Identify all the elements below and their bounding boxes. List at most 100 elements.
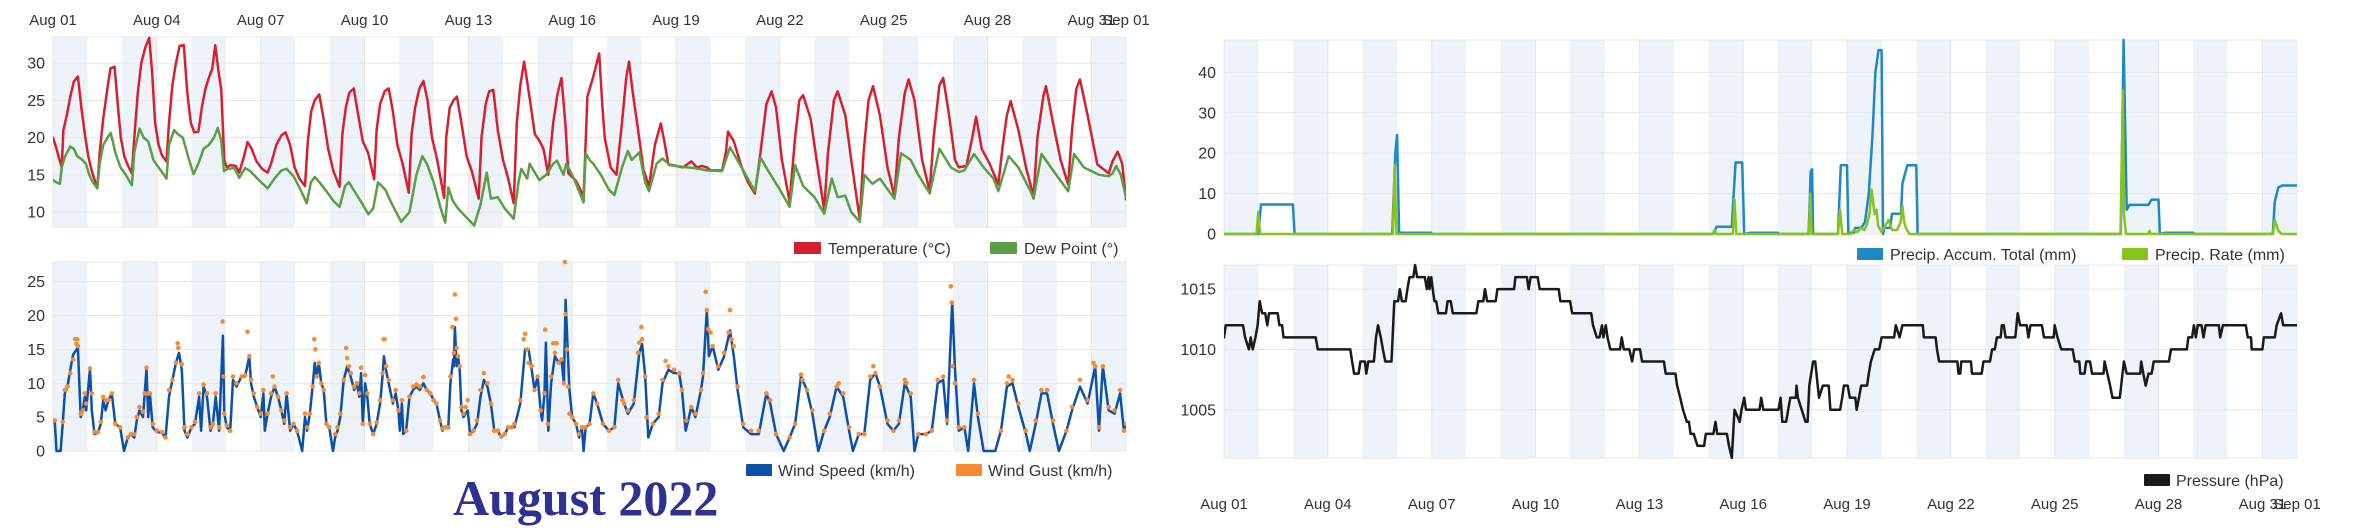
day-band: [1501, 265, 1536, 458]
legend-swatch-precip-rate: [2122, 248, 2148, 260]
wind-gust-point: [180, 362, 185, 367]
wind-gust-point: [1078, 378, 1083, 383]
day-band: [1639, 40, 1674, 234]
wind-gust-point: [84, 401, 89, 406]
wind-gust-point: [950, 364, 955, 369]
x-tick-label: Aug 04: [1304, 496, 1352, 513]
legend-label-pressure: Pressure (hPa): [2176, 473, 2284, 490]
wind-gust-point: [110, 391, 115, 396]
legend-swatch-wind-gust: [956, 464, 982, 476]
wind-gust-point: [1101, 364, 1106, 369]
wind-gust-point: [563, 312, 568, 317]
wind-gust-point: [701, 371, 706, 376]
day-band: [676, 37, 711, 227]
wind-gust-point: [137, 405, 142, 410]
legend-item-precip-accum[interactable]: Precip. Accum. Total (mm): [1857, 247, 2076, 264]
wind-gust-point: [453, 292, 458, 297]
wind-gust-point: [222, 411, 227, 416]
wind-gust-point: [144, 365, 149, 370]
wind-gust-point: [591, 391, 596, 396]
wind-gust-point: [897, 418, 902, 423]
wind-gust-point: [546, 422, 551, 427]
y-tick-label: 30: [27, 56, 45, 73]
day-band: [953, 37, 988, 227]
wind-gust-point: [338, 411, 343, 416]
wind-gust-point: [185, 432, 190, 437]
x-tick-label: Aug 22: [756, 12, 804, 29]
day-band: [2193, 40, 2228, 234]
wind-gust-point: [365, 391, 370, 396]
wind-gust-point: [836, 381, 841, 386]
wind-gust-point: [607, 428, 612, 433]
day-band: [884, 37, 919, 227]
legend-swatch-temperature: [794, 242, 821, 254]
wind-gust-point: [333, 432, 338, 437]
wind-gust-point: [626, 408, 631, 413]
wind-gust-point: [716, 364, 721, 369]
wind-gust-point: [554, 341, 559, 346]
day-band: [1224, 40, 1259, 234]
wind-gust-point: [525, 347, 530, 352]
wind-gust-point: [583, 425, 588, 430]
wind-gust-point: [421, 375, 426, 380]
wind-gust-point: [656, 411, 661, 416]
day-band: [607, 37, 642, 227]
legend-item-dew-point[interactable]: Dew Point (°): [990, 241, 1118, 258]
x-tick-label: Aug 28: [2135, 496, 2183, 513]
wind-gust-point: [454, 317, 459, 322]
wind-gust-point: [319, 381, 324, 386]
wind-gust-point: [616, 378, 621, 383]
wind-gust-point: [622, 401, 627, 406]
wind-gust-point: [99, 420, 104, 425]
wind-gust-point: [258, 411, 263, 416]
wind-gust-point: [150, 422, 155, 427]
wind-gust-point: [1122, 428, 1127, 433]
wind-gust-point: [288, 425, 293, 430]
legend-item-wind-speed[interactable]: Wind Speed (km/h): [746, 463, 915, 480]
day-band: [399, 262, 434, 451]
wind-gust-point: [163, 435, 168, 440]
wind-gust-point: [193, 420, 198, 425]
wind-gust-point: [632, 398, 637, 403]
page-title: August 2022: [453, 470, 718, 526]
wind-gust-point: [663, 359, 668, 364]
day-band: [1847, 265, 1882, 458]
y-tick-label: 20: [1198, 146, 1216, 163]
wind-gust-point: [1118, 388, 1123, 393]
wind-gust-point: [699, 388, 704, 393]
wind-gust-point: [261, 388, 266, 393]
day-band: [468, 262, 503, 451]
wind-gust-point: [1005, 381, 1010, 386]
wind-gust-point: [1106, 405, 1111, 410]
wind-gust-point: [269, 391, 274, 396]
wind-gust-point: [566, 384, 571, 389]
wind-gust-point: [228, 428, 233, 433]
x-tick-label: Aug 01: [1200, 496, 1248, 513]
wind-gust-point: [489, 401, 494, 406]
legend-item-wind-gust[interactable]: Wind Gust (km/h): [956, 463, 1112, 480]
wind-gust-point: [221, 374, 226, 379]
legend-item-pressure[interactable]: Pressure (hPa): [2144, 473, 2284, 490]
legend-item-precip-rate[interactable]: Precip. Rate (mm): [2122, 247, 2285, 264]
y-tick-label: 20: [27, 130, 45, 147]
x-tick-label: Aug 16: [1719, 496, 1767, 513]
wind-gust-point: [367, 422, 372, 427]
wind-gust-point: [167, 388, 172, 393]
y-tick-label: 40: [1198, 65, 1216, 82]
wind-gust-point: [361, 422, 366, 427]
wind-gust-point: [563, 260, 568, 265]
temperature-legend: Temperature (°C) Dew Point (°): [794, 241, 1118, 258]
day-band: [1432, 40, 1467, 234]
legend-item-temperature[interactable]: Temperature (°C): [794, 241, 951, 258]
wind-gust-point: [418, 384, 423, 389]
wind-gust-point: [722, 351, 727, 356]
wind-gust-point: [312, 337, 317, 342]
wind-gust-point: [205, 391, 210, 396]
x-tick-label: Aug 04: [133, 12, 181, 29]
wind-gust-point: [434, 401, 439, 406]
wind-gust-point: [857, 432, 862, 437]
wind-gust-point: [355, 381, 360, 386]
wind-gust-point: [245, 330, 250, 335]
wind-gust-point: [175, 341, 180, 346]
legend-label-dew-point: Dew Point (°): [1024, 241, 1118, 258]
